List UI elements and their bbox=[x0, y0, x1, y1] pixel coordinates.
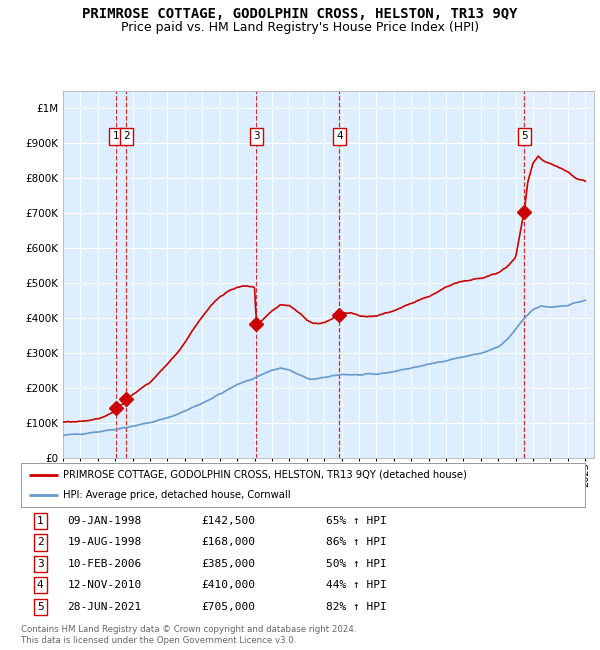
Text: £168,000: £168,000 bbox=[202, 538, 256, 547]
Text: Contains HM Land Registry data © Crown copyright and database right 2024.
This d: Contains HM Land Registry data © Crown c… bbox=[21, 625, 356, 645]
Text: 3: 3 bbox=[37, 559, 44, 569]
Text: 5: 5 bbox=[37, 602, 44, 612]
Text: £142,500: £142,500 bbox=[202, 516, 256, 526]
Text: Price paid vs. HM Land Registry's House Price Index (HPI): Price paid vs. HM Land Registry's House … bbox=[121, 21, 479, 34]
Text: 50% ↑ HPI: 50% ↑ HPI bbox=[326, 559, 386, 569]
Text: 1: 1 bbox=[112, 131, 119, 142]
Text: 09-JAN-1998: 09-JAN-1998 bbox=[67, 516, 142, 526]
Text: £705,000: £705,000 bbox=[202, 602, 256, 612]
Text: PRIMROSE COTTAGE, GODOLPHIN CROSS, HELSTON, TR13 9QY: PRIMROSE COTTAGE, GODOLPHIN CROSS, HELST… bbox=[82, 6, 518, 21]
Text: £385,000: £385,000 bbox=[202, 559, 256, 569]
Text: HPI: Average price, detached house, Cornwall: HPI: Average price, detached house, Corn… bbox=[64, 490, 291, 500]
Text: 5: 5 bbox=[521, 131, 527, 142]
Text: 3: 3 bbox=[253, 131, 260, 142]
Text: 86% ↑ HPI: 86% ↑ HPI bbox=[326, 538, 386, 547]
Bar bbox=[524, 91, 594, 458]
Text: 19-AUG-1998: 19-AUG-1998 bbox=[67, 538, 142, 547]
Text: 4: 4 bbox=[37, 580, 44, 590]
Text: 65% ↑ HPI: 65% ↑ HPI bbox=[326, 516, 386, 526]
Text: 10-FEB-2006: 10-FEB-2006 bbox=[67, 559, 142, 569]
Text: 12-NOV-2010: 12-NOV-2010 bbox=[67, 580, 142, 590]
Text: 2: 2 bbox=[37, 538, 44, 547]
Text: £410,000: £410,000 bbox=[202, 580, 256, 590]
Text: 2: 2 bbox=[123, 131, 130, 142]
Text: 1: 1 bbox=[37, 516, 44, 526]
Text: 82% ↑ HPI: 82% ↑ HPI bbox=[326, 602, 386, 612]
Text: PRIMROSE COTTAGE, GODOLPHIN CROSS, HELSTON, TR13 9QY (detached house): PRIMROSE COTTAGE, GODOLPHIN CROSS, HELST… bbox=[64, 470, 467, 480]
Text: 4: 4 bbox=[336, 131, 343, 142]
Text: 28-JUN-2021: 28-JUN-2021 bbox=[67, 602, 142, 612]
Text: 44% ↑ HPI: 44% ↑ HPI bbox=[326, 580, 386, 590]
